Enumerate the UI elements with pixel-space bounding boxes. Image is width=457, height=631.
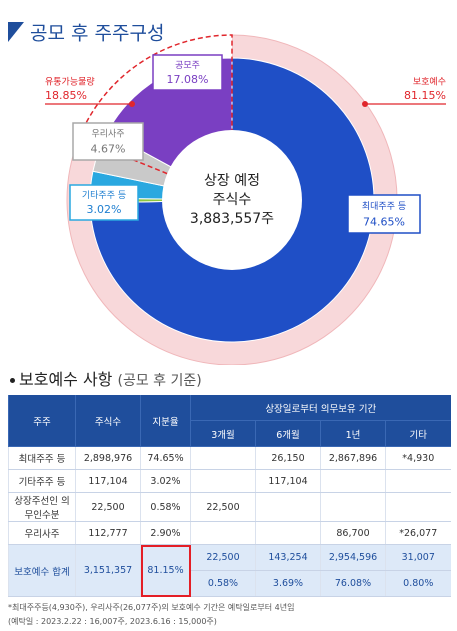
table-cell: 최대주주 등 bbox=[8, 446, 76, 470]
table-cell bbox=[384, 469, 451, 493]
header-cell: 주식수 bbox=[75, 395, 141, 447]
ring-value-label: 81.15% bbox=[404, 89, 446, 102]
section-heading: 보호예수 사항 (공모 후 기준) bbox=[10, 366, 202, 390]
header-cell: 1년 bbox=[320, 420, 386, 447]
float-outline bbox=[78, 34, 233, 175]
lockup-table: 주주 주식수 지분율 상장일로부터 의무보유 기간 3개월 6개월 1년 기타 최대주주 등 2,… bbox=[8, 395, 451, 597]
section-title: 보호예수 사항 bbox=[19, 370, 113, 389]
total-ratio-cell: 0.80% bbox=[384, 570, 451, 597]
callout-box bbox=[152, 54, 223, 91]
ring-label: 유통가능물량 bbox=[45, 76, 95, 88]
slice-value-label: 74.65% bbox=[363, 215, 405, 228]
total-label: 보호예수 합계 bbox=[8, 544, 76, 597]
table-row: 기타주주 등 117,104 3.02% 117,104 bbox=[8, 469, 451, 493]
slice-label: 기타주주 등 bbox=[82, 190, 126, 201]
table-row: 우리사주 112,777 2.90% 86,700 *26,077 bbox=[8, 521, 451, 545]
table-cell: 117,104 bbox=[75, 469, 141, 493]
table-cell: 2,867,896 bbox=[320, 446, 386, 470]
slice-value-label: 4.67% bbox=[91, 143, 126, 156]
slice-label: 우리사주 bbox=[91, 129, 124, 140]
header-row: 3개월 6개월 1년 기타 bbox=[9, 420, 451, 447]
ring-label: 보호예수 bbox=[413, 77, 446, 88]
title-marker bbox=[8, 22, 24, 42]
ring-value-label: 18.85% bbox=[45, 89, 87, 102]
total-count: 22,500 bbox=[190, 544, 256, 571]
table-cell: *4,930 bbox=[384, 446, 451, 470]
header-row: 주주 주식수 지분율 상장일로부터 의무보유 기간 bbox=[8, 395, 451, 447]
table-cell bbox=[255, 492, 321, 522]
callout-box bbox=[72, 122, 144, 161]
header-cell: 6개월 bbox=[255, 420, 321, 447]
header-cell: 3개월 bbox=[190, 420, 256, 447]
center-hole bbox=[162, 130, 302, 270]
chart-title: 공모 후 주주구성 bbox=[30, 23, 164, 45]
header-cell: 기타 bbox=[384, 420, 451, 447]
footnote: *최대주주등(4,930주), 우리사주(26,077주)의 보호예수 기간은 … bbox=[8, 603, 295, 612]
center-label: 상장 예정 bbox=[204, 173, 260, 189]
table-cell bbox=[320, 469, 386, 493]
table-row: 최대주주 등 2,898,976 74.65% 26,150 2,867,896 *4,9… bbox=[8, 446, 451, 470]
table-cell: 22,500 bbox=[190, 492, 256, 522]
slice-value-label: 3.02% bbox=[87, 203, 122, 216]
table-row: 상장주선인 의무인수분 22,500 0.58% 22,500 bbox=[8, 492, 451, 522]
table-cell: 22,500 bbox=[75, 492, 141, 522]
leader-dot bbox=[129, 101, 135, 107]
table-cell: 0.58% bbox=[140, 492, 191, 522]
table-cell: 117,104 bbox=[255, 469, 321, 493]
callout-box bbox=[347, 194, 421, 234]
slice-label: 최대주주 등 bbox=[362, 201, 406, 212]
table-cell: 2,898,976 bbox=[75, 446, 141, 470]
center-label: 주식수 bbox=[213, 192, 252, 208]
table-cell: 2.90% bbox=[140, 521, 191, 545]
total-ratio: 81.15% bbox=[140, 544, 191, 597]
table-cell bbox=[255, 521, 321, 545]
slice-label: 공모주 bbox=[175, 60, 200, 71]
table-cell: 3.02% bbox=[140, 469, 191, 493]
total-shares: 3,151,357 bbox=[75, 544, 141, 597]
slice-value-label: 17.08% bbox=[167, 73, 209, 86]
total-row: 0.58% 3.69% 76.08% 0.80% bbox=[9, 570, 451, 597]
total-row: 보호예수 합계 3,151,357 81.15% 22,500 143,254 2,954… bbox=[8, 544, 451, 597]
table-cell: 112,777 bbox=[75, 521, 141, 545]
table-cell bbox=[190, 521, 256, 545]
table-cell: *26,077 bbox=[384, 521, 451, 545]
total-count: 143,254 bbox=[255, 544, 321, 571]
table-cell: 74.65% bbox=[140, 446, 191, 470]
header-cell: 상장일로부터 의무보유 기간 bbox=[189, 395, 451, 421]
header-cell: 지분율 bbox=[140, 395, 191, 447]
table-cell bbox=[384, 492, 451, 522]
footnote: (예탁일 : 2023.2.22 : 16,007주, 2023.6.16 : … bbox=[8, 617, 217, 626]
table-cell: 26,150 bbox=[255, 446, 321, 470]
section-subtitle: (공모 후 기준) bbox=[117, 373, 202, 389]
total-ratio-cell: 76.08% bbox=[320, 570, 386, 597]
center-label: 3,883,557주 bbox=[190, 211, 274, 227]
header-cell: 주주 bbox=[8, 395, 76, 447]
total-ratio-cell: 0.58% bbox=[190, 570, 256, 597]
bullet bbox=[10, 378, 15, 383]
total-ratio-cell: 3.69% bbox=[255, 570, 321, 597]
table-cell: 우리사주 bbox=[8, 521, 76, 545]
total-count: 2,954,596 bbox=[320, 544, 386, 571]
leader-dot bbox=[362, 101, 368, 107]
table-cell bbox=[320, 492, 386, 522]
table-cell: 86,700 bbox=[320, 521, 386, 545]
table-cell: 기타주주 등 bbox=[8, 469, 76, 493]
total-count: 31,007 bbox=[384, 544, 451, 571]
table-cell: 상장주선인 의무인수분 bbox=[8, 492, 76, 522]
callout-box bbox=[69, 184, 139, 221]
table-cell bbox=[190, 446, 256, 470]
table-cell bbox=[190, 469, 256, 493]
